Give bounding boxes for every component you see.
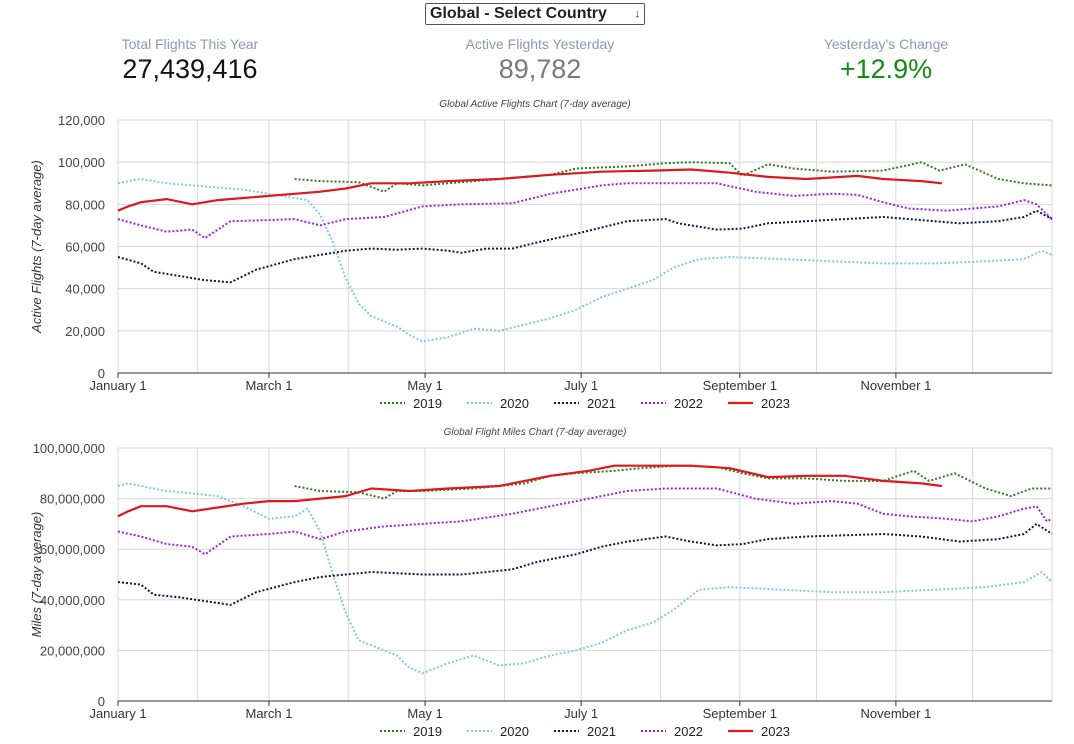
- active-flights-x-tick-label: March 1: [245, 378, 292, 393]
- active-flights-legend-label-2023: 2023: [761, 396, 790, 411]
- active-flights-y-tick-label: 0: [98, 366, 105, 381]
- stat-change-value: +12.9%: [839, 54, 933, 84]
- stat-yesterday-change: Yesterday's Change +12.9%: [736, 36, 1036, 85]
- active-flights-x-tick-label: July 1: [564, 378, 598, 393]
- active-flights-legend-label-2020: 2020: [500, 396, 529, 411]
- active-flights-y-tick-label: 40,000: [65, 282, 105, 297]
- flight-miles-legend-label-2023: 2023: [761, 724, 790, 739]
- stat-total-value: 27,439,416: [122, 54, 258, 84]
- flight-miles-x-tick-label: November 1: [861, 706, 932, 721]
- flight-miles-x-tick-label: July 1: [564, 706, 598, 721]
- flight-miles-legend-label-2020: 2020: [500, 724, 529, 739]
- flight-miles-y-tick-label: 20,000,000: [40, 643, 105, 658]
- active-flights-x-tick-label: January 1: [89, 378, 146, 393]
- country-select-label: Global - Select Country: [430, 5, 607, 22]
- flight-miles-y-axis-label: Miles (7-day average): [29, 512, 44, 638]
- flight-miles-y-tick-label: 0: [98, 694, 105, 709]
- active-flights-x-tick-label: November 1: [861, 378, 932, 393]
- active-flights-series-2021-line: [117, 209, 1053, 284]
- flight-miles-legend-label-2019: 2019: [413, 724, 442, 739]
- active-flights-y-tick-label: 60,000: [65, 240, 105, 255]
- stat-active-flights: Active Flights Yesterday 89,782: [390, 36, 690, 85]
- active-flights-legend-label-2021: 2021: [587, 396, 616, 411]
- flight-miles-y-tick-label: 40,000,000: [40, 593, 105, 608]
- flight-miles-series-2020-line: [117, 482, 1053, 675]
- chevron-down-icon: ↓: [634, 8, 641, 20]
- active-flights-y-tick-label: 80,000: [65, 197, 105, 212]
- active-flights-y-axis-label: Active Flights (7-day average): [29, 160, 44, 334]
- flight-miles-x-tick-label: May 1: [407, 706, 442, 721]
- flight-miles-y-tick-label: 80,000,000: [40, 492, 105, 507]
- active-flights-y-tick-label: 100,000: [58, 155, 105, 170]
- stat-active-value: 89,782: [498, 54, 582, 84]
- active-flights-y-tick-label: 20,000: [65, 324, 105, 339]
- stat-total-label: Total Flights This Year: [121, 36, 259, 52]
- stat-active-label: Active Flights Yesterday: [465, 36, 615, 52]
- active-flights-x-tick-label: May 1: [407, 378, 442, 393]
- active-flights-series-2020-line: [117, 178, 1053, 343]
- flight-miles-series-2021-line: [117, 522, 1053, 606]
- flight-miles-x-tick-label: September 1: [703, 706, 777, 721]
- flight-miles-y-tick-label: 100,000,000: [33, 441, 105, 456]
- stat-change-label: Yesterday's Change: [823, 36, 949, 52]
- flight-miles-series-2022-line: [117, 487, 1053, 556]
- flight-miles-legend-label-2021: 2021: [587, 724, 616, 739]
- active-flights-y-tick-label: 120,000: [58, 113, 105, 128]
- active-flights-series-2022-line: [117, 182, 1053, 240]
- active-flights-legend-label-2022: 2022: [674, 396, 703, 411]
- flight-miles-series-2019-line: [294, 464, 1052, 500]
- active-flights-chart: Global Active Flights Chart (7-day avera…: [29, 99, 1053, 411]
- flight-miles-series-2023-line: [117, 464, 943, 518]
- active-flights-x-tick-label: September 1: [703, 378, 777, 393]
- flight-miles-legend-label-2022: 2022: [674, 724, 703, 739]
- flight-miles-y-tick-label: 60,000,000: [40, 542, 105, 557]
- active-flights-series-2019-line: [294, 161, 1053, 193]
- active-flights-series-2023-line: [117, 168, 943, 212]
- flight-miles-x-tick-label: March 1: [245, 706, 292, 721]
- flight-miles-x-tick-label: January 1: [89, 706, 146, 721]
- active-flights-legend-label-2019: 2019: [413, 396, 442, 411]
- active-flights-title: Global Active Flights Chart (7-day avera…: [439, 99, 630, 110]
- flight-miles-chart: Global Flight Miles Chart (7-day average…: [29, 427, 1053, 739]
- stat-total-flights: Total Flights This Year 27,439,416: [40, 36, 340, 85]
- country-select[interactable]: Global - Select Country ↓: [425, 3, 645, 25]
- flight-miles-title: Global Flight Miles Chart (7-day average…: [444, 427, 627, 438]
